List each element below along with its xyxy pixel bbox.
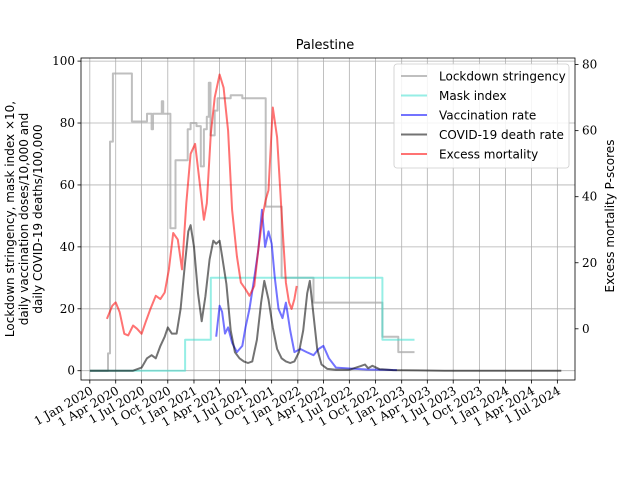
series-line-excess-mortality	[105, 73, 298, 337]
y-left-tick-label: 0	[67, 364, 75, 378]
series-line-lockdown-stringency	[89, 72, 415, 372]
y-left-tick-label: 80	[60, 116, 75, 130]
series-line-mask-index	[89, 276, 415, 372]
legend-label: Vaccination rate	[439, 109, 536, 123]
series-line-vaccination-rate	[215, 208, 397, 372]
left-axis-label: Lockdown stringency, mask index ×10, dail…	[3, 101, 45, 337]
series-group	[89, 72, 562, 372]
plot-frame	[80, 57, 576, 381]
chart-title: Palestine	[296, 38, 355, 53]
grid-lines	[81, 58, 575, 380]
left-axis-label-line: daily vaccination doses/10,000 and	[17, 113, 31, 326]
y-right-tick-label: 20	[582, 256, 597, 270]
y-right-tick-label: 40	[582, 190, 597, 204]
legend-box	[393, 63, 570, 169]
legend: Lockdown stringency Mask index Vaccination…	[393, 63, 570, 169]
left-axis-label-line: daily COVID-19 deaths/100,000	[31, 124, 45, 313]
legend-label: Lockdown stringency	[439, 70, 566, 84]
legend-label: Excess mortality	[439, 148, 538, 162]
y-left-tick-label: 100	[52, 54, 75, 68]
y-right-tick-label: 0	[582, 322, 590, 336]
left-axis-label-line: Lockdown stringency, mask index ×10,	[3, 101, 17, 337]
right-axis-label: Excess mortality P-scores	[603, 140, 617, 293]
legend-label: COVID-19 death rate	[439, 128, 564, 142]
y-left-tick-label: 40	[60, 240, 75, 254]
y-left-tick-label: 20	[60, 302, 75, 316]
legend-label: Mask index	[439, 89, 507, 103]
y-right-tick-label: 80	[582, 58, 597, 72]
y-left-tick-label: 60	[60, 178, 75, 192]
y-right-tick-label: 60	[582, 124, 597, 138]
series-line-covid-19-death-rate	[89, 224, 562, 372]
